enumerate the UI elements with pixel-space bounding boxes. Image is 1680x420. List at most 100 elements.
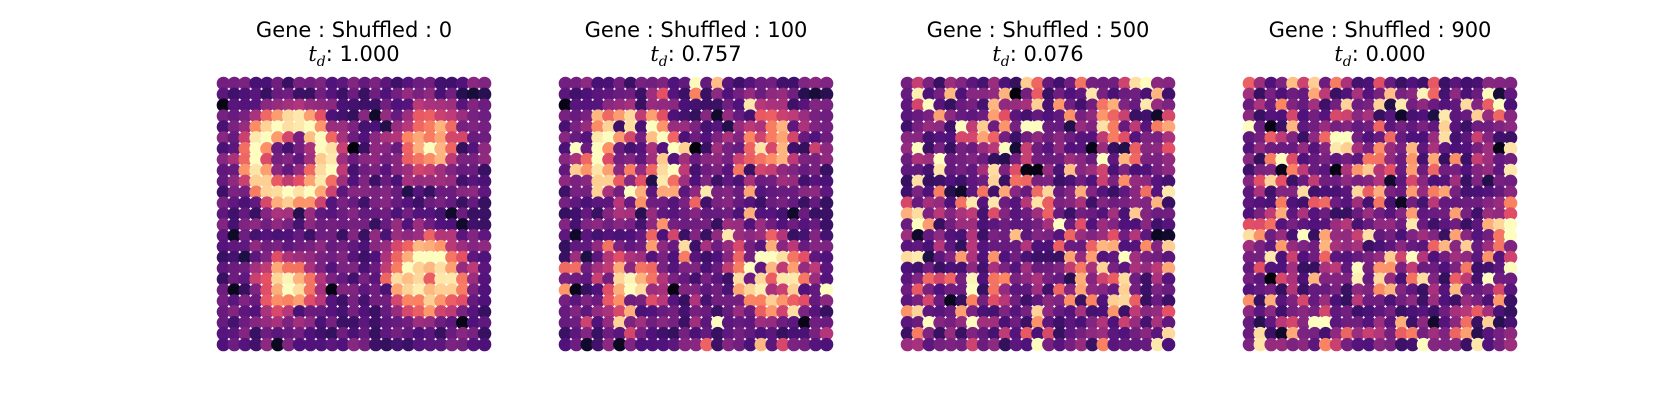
spot (602, 141, 616, 156)
spot (1096, 98, 1111, 112)
spot (1118, 261, 1132, 276)
spot (700, 185, 714, 199)
spot (623, 229, 638, 243)
spot (1129, 218, 1143, 232)
spot (700, 207, 714, 221)
spot (303, 326, 318, 341)
spot (456, 218, 470, 232)
spot (1107, 174, 1121, 189)
spot (423, 229, 437, 243)
spot (249, 250, 263, 265)
spot (1096, 87, 1111, 102)
spot (1373, 98, 1387, 112)
spot (1405, 229, 1420, 243)
spot (1009, 141, 1023, 156)
spot (623, 76, 638, 91)
spot (303, 87, 318, 102)
spot (249, 261, 263, 276)
spot (922, 239, 936, 254)
spot (1275, 337, 1289, 352)
td-label: td: 0.076 (992, 42, 1084, 71)
spot (401, 337, 416, 352)
spot (1307, 207, 1322, 221)
spot (1161, 141, 1176, 156)
spot (580, 272, 594, 287)
spot (456, 98, 470, 112)
spot (580, 250, 594, 265)
spot (1275, 272, 1289, 287)
spot (1161, 87, 1176, 102)
spot (401, 207, 416, 221)
spot (1438, 239, 1453, 254)
spot (613, 120, 627, 134)
spot (1031, 326, 1045, 341)
spot (1020, 141, 1034, 156)
spot (260, 294, 274, 308)
spot (1118, 87, 1132, 102)
spot (819, 283, 834, 297)
spot (558, 250, 573, 265)
spot (1297, 337, 1311, 352)
spot (700, 316, 714, 330)
spot (922, 152, 936, 167)
spot (602, 305, 616, 319)
spot (776, 174, 790, 189)
spot (227, 218, 242, 232)
spot (922, 272, 936, 287)
spot (445, 185, 459, 199)
spot (743, 261, 758, 276)
spot (1340, 131, 1355, 145)
spot (911, 76, 926, 91)
spot (412, 250, 427, 265)
spot (976, 272, 991, 287)
spot (1460, 141, 1474, 156)
spot (634, 163, 649, 178)
spot (260, 87, 274, 102)
spot (711, 283, 725, 297)
spot (292, 294, 307, 308)
spot (1118, 218, 1132, 232)
spot (944, 326, 958, 341)
spot (477, 152, 492, 167)
spot (1492, 283, 1507, 297)
spot (227, 141, 242, 156)
spot (787, 174, 801, 189)
spot (819, 316, 834, 330)
spot (238, 207, 252, 221)
spot (1492, 326, 1507, 341)
spot (808, 131, 823, 145)
spot (238, 283, 252, 297)
spot (911, 239, 926, 254)
spot (1384, 141, 1398, 156)
spot (776, 337, 790, 352)
spot (732, 185, 747, 199)
spot (765, 229, 779, 243)
spot (1362, 196, 1376, 210)
spot (580, 337, 594, 352)
spot (613, 163, 627, 178)
spot (765, 109, 779, 123)
spot (700, 163, 714, 178)
spot (1405, 76, 1420, 91)
spot (645, 305, 660, 319)
spot (1074, 131, 1089, 145)
spot (656, 239, 671, 254)
spot (900, 294, 915, 308)
spot (1118, 316, 1132, 330)
spot (944, 229, 958, 243)
spot (922, 207, 936, 221)
spot (765, 261, 779, 276)
spot (271, 120, 285, 134)
spot (976, 229, 991, 243)
spot (1140, 207, 1154, 221)
spot (900, 305, 915, 319)
spot (1118, 326, 1132, 341)
spot (1416, 163, 1431, 178)
spot (1373, 326, 1387, 341)
spot (1471, 163, 1485, 178)
spot (721, 250, 736, 265)
spot (1395, 163, 1409, 178)
spot (634, 196, 649, 210)
spot (911, 185, 926, 199)
spot (998, 272, 1013, 287)
